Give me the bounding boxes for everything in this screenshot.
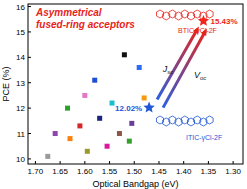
data-label: 12.02% [115,104,142,113]
arrow-shaft [157,29,197,100]
x-tick-label: 1.35 [201,167,217,176]
y-tick [28,31,31,32]
marks [45,15,209,159]
y-tick [28,57,31,58]
plot-frame [28,4,243,164]
x-axis-title: Optical Bandgap (eV) [92,179,178,189]
arrow-shaft [163,31,205,108]
square-point [137,65,142,70]
y-tick [28,82,31,83]
square-point [92,78,97,83]
chart: 1.70 1.65 1.60 1.55 1.50 1.45 1.40 1.35 1.30 10 11… [0,0,247,189]
x-tick-label: 1.40 [176,167,192,176]
x-tick [233,161,234,164]
square-point [97,116,102,121]
x-tick-label: 1.45 [151,167,167,176]
y-axis-title: PCE (%) [1,66,11,101]
square-point [105,144,110,149]
x-tick [208,161,209,164]
square-point [82,93,87,98]
x-tick [60,161,61,164]
arrow [157,26,199,99]
ring [206,116,213,124]
square-point [85,149,90,154]
annotation-sub: oc [200,75,206,81]
square-point [65,106,70,111]
annotation: Jsc [162,64,173,75]
square-point [142,95,147,100]
y-tick-label: 11 [17,130,26,139]
x-tick [134,161,135,164]
y-tick [28,158,31,159]
annotation: Voc [194,70,206,81]
y-tick-label: 16 [16,3,25,12]
x-tick [84,161,85,164]
square-point [122,52,127,57]
y-tick-label: 14 [16,53,25,62]
annotation-sub: sc [167,69,173,75]
y-tick-label: 12 [16,104,25,113]
annotation: fused-ring acceptors [36,19,135,30]
y-tick-label: 13 [16,79,25,88]
x-tick-label: 1.70 [28,167,44,176]
square-point [110,101,115,106]
x-tick-label: 1.30 [225,167,241,176]
x-tick-label: 1.60 [77,167,93,176]
y-tick [28,6,31,7]
square-point [117,131,122,136]
data-label: 15.43% [210,17,237,26]
x-tick [158,161,159,164]
annotation: Asymmetrical [35,7,102,18]
square-point [127,139,132,144]
arrow [163,28,207,107]
square-point [53,131,58,136]
star-point [143,102,154,113]
annotation: BTIC-γCl-2F [178,27,217,35]
x-tick-label: 1.50 [126,167,142,176]
molecule [157,116,214,126]
x-tick [35,161,36,164]
y-tick [28,108,31,109]
x-tick-label: 1.55 [102,167,118,176]
x-tick [183,161,184,164]
y-tick-label: 15 [16,28,25,37]
x-tick [109,161,110,164]
square-point [129,121,134,126]
y-tick [28,133,31,134]
x-tick-label: 1.65 [52,167,68,176]
square-point [68,136,73,141]
square-point [77,123,82,128]
annotation: ITIC-γCl-2F [186,134,222,142]
square-point [45,154,50,159]
y-tick-label: 10 [16,155,25,164]
star-point [198,15,209,26]
